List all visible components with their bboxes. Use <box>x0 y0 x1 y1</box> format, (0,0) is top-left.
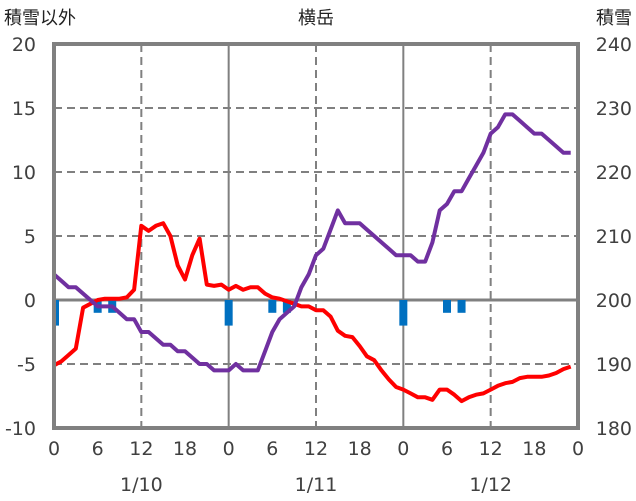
right-tick-label: 200 <box>596 290 632 312</box>
x-tick-label: 6 <box>441 438 453 460</box>
left-tick-label: 10 <box>12 162 36 184</box>
right-tick-label: 180 <box>596 418 632 440</box>
right-tick-label: 230 <box>596 98 632 120</box>
bars <box>54 300 466 326</box>
left-tick-label: -5 <box>17 354 36 376</box>
precip-bar <box>443 300 451 313</box>
x-tick-label: 0 <box>48 438 60 460</box>
right-tick-label: 240 <box>596 34 632 56</box>
chart-title: 横岳 <box>298 8 334 29</box>
precip-bar <box>399 300 408 326</box>
left-tick-label: 5 <box>24 226 36 248</box>
right-axis-label: 積雪 <box>596 8 632 29</box>
x-tick-label: 18 <box>522 438 546 460</box>
x-tick-label: 0 <box>223 438 235 460</box>
date-label: 1/11 <box>295 474 338 496</box>
grid <box>54 44 578 428</box>
lines <box>52 112 572 404</box>
plot-frame <box>52 42 580 430</box>
x-tick-label: 0 <box>397 438 409 460</box>
precip-bar <box>282 300 291 313</box>
x-tick-label: 0 <box>572 438 584 460</box>
left-tick-label: -10 <box>5 418 36 440</box>
right-tick-label: 210 <box>596 226 632 248</box>
x-tick-label: 18 <box>348 438 372 460</box>
left-tick-label: 20 <box>12 34 36 56</box>
precip-bar <box>54 300 59 326</box>
left-tick-label: 0 <box>24 290 36 312</box>
date-label: 1/12 <box>469 474 512 496</box>
x-tick-label: 6 <box>92 438 104 460</box>
snow-depth-line <box>52 112 571 373</box>
right-tick-label: 190 <box>596 354 632 376</box>
x-tick-label: 12 <box>479 438 503 460</box>
precip-bar <box>268 300 277 313</box>
left-tick-label: 15 <box>12 98 36 120</box>
precip-bar <box>457 300 466 313</box>
right-tick-label: 220 <box>596 162 632 184</box>
x-tick-label: 12 <box>129 438 153 460</box>
x-tick-label: 6 <box>266 438 278 460</box>
left-axis-label: 積雪以外 <box>4 8 76 29</box>
x-tick-label: 18 <box>173 438 197 460</box>
x-tick-label: 12 <box>304 438 328 460</box>
date-label: 1/10 <box>120 474 163 496</box>
precip-bar <box>224 300 233 326</box>
temperature-line <box>53 221 572 404</box>
